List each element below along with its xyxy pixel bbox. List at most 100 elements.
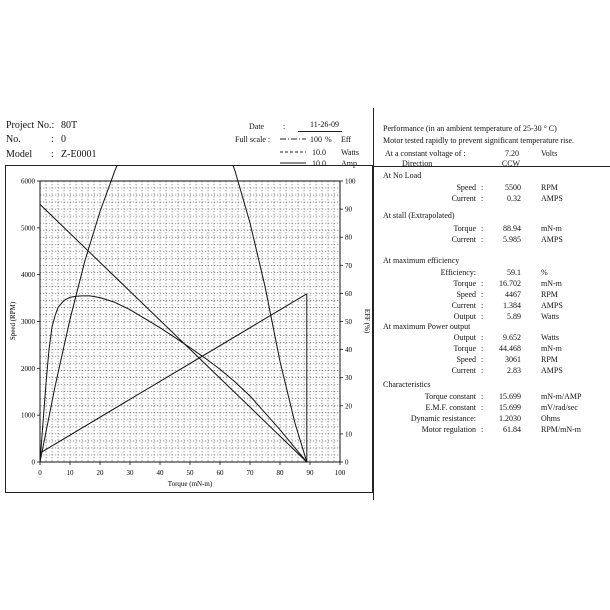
no-colon: : bbox=[51, 134, 54, 145]
metric-colon: : bbox=[481, 392, 484, 401]
panel-divider bbox=[373, 108, 374, 500]
metric-colon: : bbox=[481, 224, 484, 233]
speed-curve bbox=[39, 204, 308, 463]
metric-unit: mV/rad/sec bbox=[541, 403, 578, 413]
metric-value: 88.94 bbox=[503, 224, 521, 233]
metric-colon: : bbox=[481, 312, 484, 322]
project-value: 80T bbox=[61, 120, 78, 131]
date-underline bbox=[298, 131, 342, 132]
metric-unit: Ohms bbox=[541, 414, 561, 424]
metric-unit: AMPS bbox=[541, 366, 563, 376]
metric-colon: : bbox=[481, 403, 484, 413]
y2-tick-label: 50 bbox=[345, 318, 353, 326]
y-tick-label: 0 bbox=[32, 459, 36, 467]
metric-label: Dynamic resistance: bbox=[410, 414, 476, 424]
metric-label: E.M.F. constant bbox=[425, 403, 476, 413]
x-tick-label: 60 bbox=[217, 469, 225, 477]
x-tick-label: 100 bbox=[335, 469, 346, 477]
y2-tick-label: 90 bbox=[345, 206, 353, 214]
metric-colon: : bbox=[481, 279, 484, 289]
metric-colon: : bbox=[481, 301, 484, 311]
current-curve bbox=[39, 293, 308, 454]
metric-colon: : bbox=[481, 235, 484, 245]
metric-value: 9.652 bbox=[503, 333, 521, 342]
x-tick-label: 30 bbox=[127, 469, 135, 477]
metric-value: 4467 bbox=[505, 290, 521, 300]
metric-unit: RPM bbox=[541, 355, 558, 365]
y2-tick-label: 100 bbox=[345, 178, 356, 186]
section-title: At maximum efficiency bbox=[383, 256, 460, 265]
metric-unit: RPM/mN-m bbox=[541, 425, 582, 435]
x-axis-label: Torque (mN-m) bbox=[168, 480, 213, 488]
y-tick-label: 3000 bbox=[21, 318, 36, 326]
date-label: Date bbox=[249, 122, 265, 131]
metric-label: Output bbox=[453, 312, 476, 322]
y2-tick-label: 10 bbox=[345, 430, 353, 438]
date-colon: : bbox=[283, 122, 286, 131]
metric-label: Speed bbox=[456, 290, 476, 300]
project-label: Project No.: bbox=[6, 120, 55, 131]
metric-label: Speed bbox=[456, 355, 476, 365]
output-curve bbox=[39, 165, 308, 463]
x-tick-label: 0 bbox=[38, 469, 42, 477]
metric-label: Torque bbox=[453, 279, 476, 289]
metric-unit: AMPS bbox=[541, 301, 563, 311]
chart-frame bbox=[5, 165, 373, 493]
metric-colon: : bbox=[481, 425, 484, 435]
metric-value: 16.702 bbox=[499, 279, 521, 289]
metric-value: 3061 bbox=[505, 355, 521, 365]
metric-colon: : bbox=[481, 183, 484, 192]
y2-axis-label: EFF (%) bbox=[363, 309, 371, 334]
model-colon: : bbox=[51, 149, 54, 160]
no-label: No. bbox=[6, 134, 21, 145]
metric-label: Torque constant bbox=[424, 392, 476, 401]
metric-unit: mN-m bbox=[541, 224, 562, 233]
voltage-unit: Volts bbox=[541, 149, 558, 158]
performance-subtitle: Motor tested rapidly to prevent signific… bbox=[383, 136, 575, 145]
legend-line-samples bbox=[280, 138, 306, 164]
model-label: Model bbox=[6, 149, 33, 160]
metric-unit: Watts bbox=[541, 312, 560, 322]
metric-label: Motor regulation bbox=[421, 425, 476, 435]
x-tick-label: 10 bbox=[67, 469, 75, 477]
y-tick-label: 2000 bbox=[21, 365, 36, 373]
metric-label: Current bbox=[451, 301, 476, 311]
y-tick-label: 5000 bbox=[21, 224, 36, 232]
metric-colon: : bbox=[481, 366, 484, 376]
metric-colon: : bbox=[481, 344, 484, 354]
metric-unit: AMPS bbox=[541, 235, 563, 245]
metric-value: 2.83 bbox=[507, 366, 521, 376]
x-tick-label: 90 bbox=[307, 469, 315, 477]
y-tick-label: 6000 bbox=[21, 178, 36, 186]
voltage-label: At a constant voltage of : bbox=[385, 149, 466, 158]
y2-tick-label: 70 bbox=[345, 262, 353, 270]
section-title: At stall (Extrapolated) bbox=[383, 211, 455, 220]
metric-value: 1.384 bbox=[503, 301, 521, 311]
x-tick-label: 70 bbox=[247, 469, 255, 477]
legend-amp-name: Amp. bbox=[341, 159, 359, 168]
y2-tick-label: 0 bbox=[345, 459, 349, 467]
x-tick-label: 50 bbox=[187, 469, 195, 477]
section-title: At No Load bbox=[383, 171, 422, 180]
metric-label: Efficiency: bbox=[440, 268, 476, 277]
metric-unit: RPM bbox=[541, 290, 558, 300]
metric-colon: : bbox=[481, 333, 484, 342]
y-tick-label: 1000 bbox=[21, 412, 36, 420]
metric-label: Torque bbox=[453, 344, 476, 354]
direction-label: Direction bbox=[402, 159, 433, 168]
efficiency-curve bbox=[39, 295, 308, 463]
metric-value: 61.84 bbox=[503, 425, 521, 435]
fullscale-label: Full scale : bbox=[235, 135, 271, 144]
x-tick-label: 80 bbox=[277, 469, 285, 477]
metric-value: 5.985 bbox=[503, 235, 521, 245]
metric-unit: mN-m/AMP bbox=[541, 392, 582, 401]
performance-chart: 0 10 20 30 40 50 60 70 80 90 100010002000300040005… bbox=[9, 165, 371, 488]
no-value: 0 bbox=[61, 134, 66, 145]
legend-eff-name: Eff bbox=[341, 135, 352, 144]
metric-unit: RPM bbox=[541, 183, 558, 192]
x-tick-label: 40 bbox=[157, 469, 165, 477]
y2-tick-label: 80 bbox=[345, 234, 353, 242]
date-value: 11-26-09 bbox=[310, 120, 340, 129]
metric-value: 15.699 bbox=[499, 392, 521, 401]
model-value: Z-E0001 bbox=[61, 149, 97, 160]
